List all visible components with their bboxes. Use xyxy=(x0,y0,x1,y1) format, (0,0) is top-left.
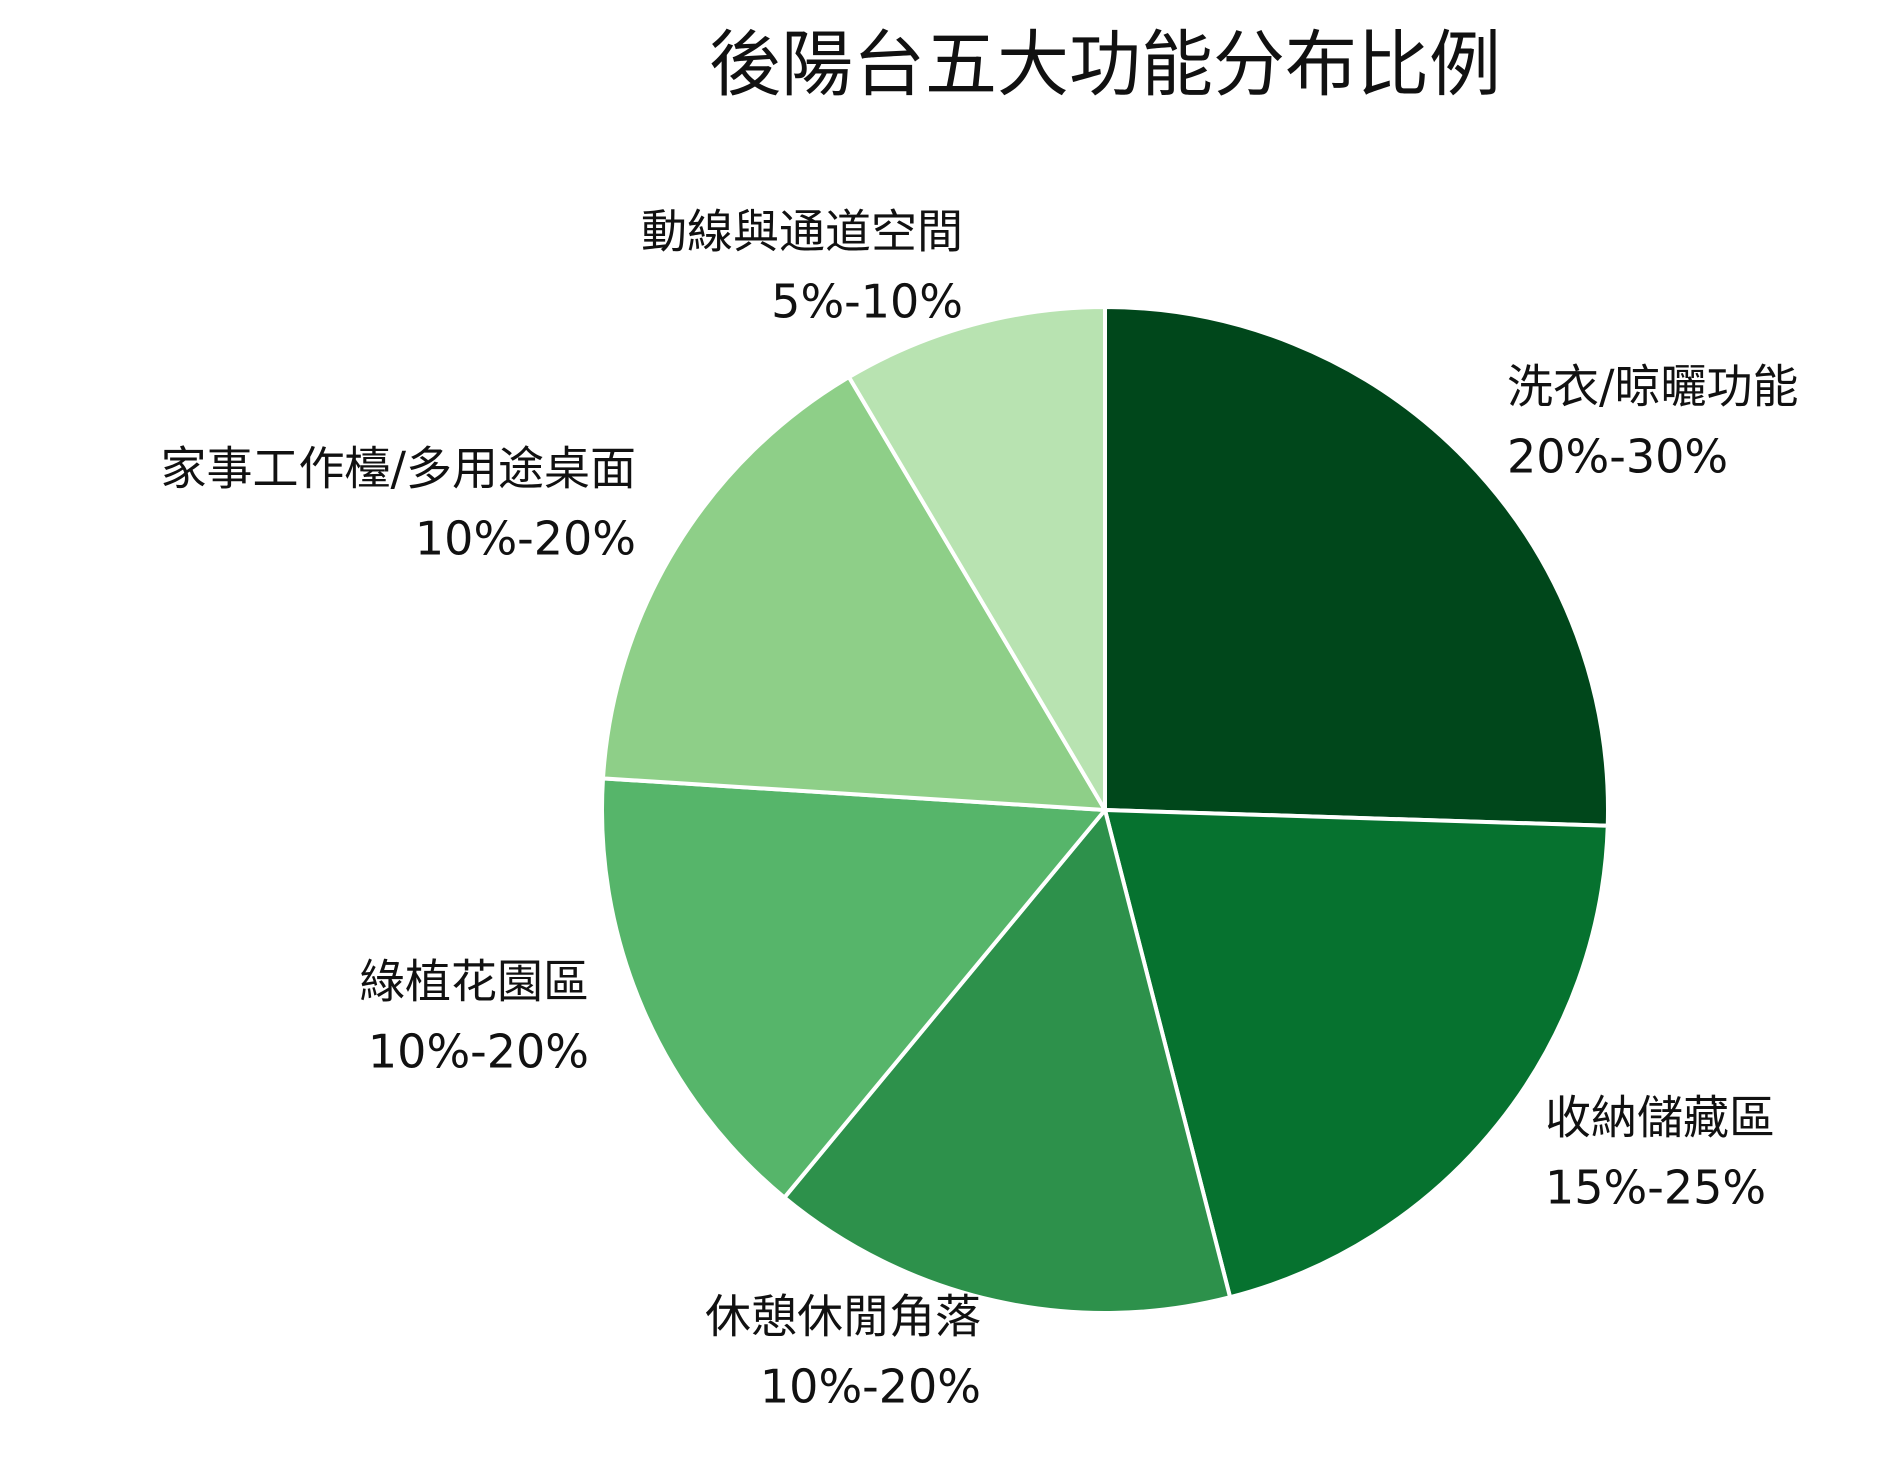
pie-slice xyxy=(1103,808,1610,1300)
pie-slice xyxy=(782,808,1233,1316)
pie-slice xyxy=(600,375,1107,812)
slice-label: 動線與通道空間 xyxy=(641,205,963,259)
slice-range-label: 10%-20% xyxy=(415,512,636,566)
slice-label: 休憩休閒角落 xyxy=(705,1290,981,1344)
slice-label: 洗衣/晾曬功能 xyxy=(1507,360,1799,414)
chart-title: 後陽台五大功能分布比例 xyxy=(709,23,1501,107)
slice-label: 收納儲藏區 xyxy=(1545,1091,1775,1145)
pie-slice xyxy=(600,776,1107,1200)
slice-range-label: 5%-10% xyxy=(771,275,963,329)
slice-range-label: 20%-30% xyxy=(1507,430,1728,484)
slice-label: 家事工作檯/多用途桌面 xyxy=(161,442,637,496)
slice-range-label: 10%-20% xyxy=(760,1360,981,1414)
slice-range-label: 15%-25% xyxy=(1545,1161,1766,1215)
slice-range-label: 10%-20% xyxy=(368,1025,589,1079)
pie-slice xyxy=(1103,305,1610,828)
pie-slice xyxy=(846,305,1107,812)
slice-label: 綠植花園區 xyxy=(359,955,589,1009)
